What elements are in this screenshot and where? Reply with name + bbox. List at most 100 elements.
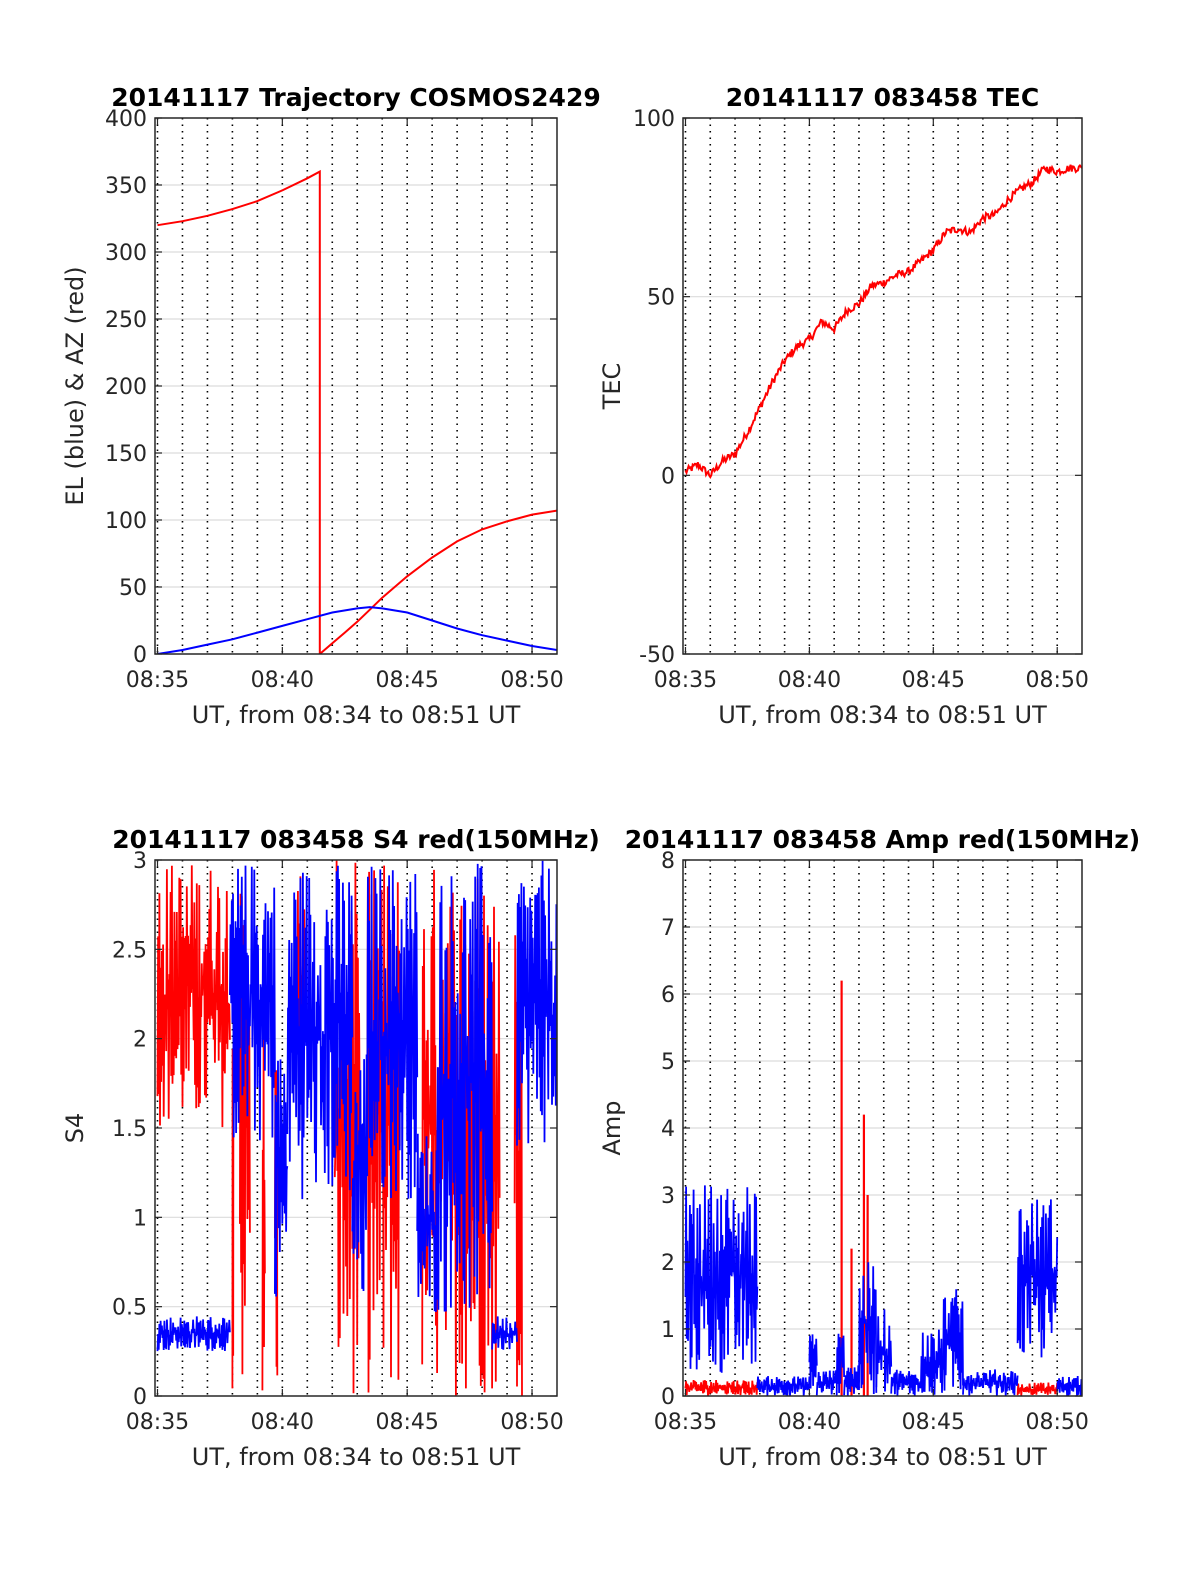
y-tick-label: 6 xyxy=(661,983,675,1008)
series-noise-segment xyxy=(436,863,494,1312)
series-noise-segment xyxy=(756,1376,811,1396)
y-tick-label: 250 xyxy=(105,308,147,333)
series-blue xyxy=(157,606,557,654)
y-axis-label: EL (blue) & AZ (red) xyxy=(61,266,89,505)
series-noise-segment xyxy=(1016,1199,1059,1358)
x-axis-label: UT, from 08:34 to 08:51 UT xyxy=(718,1443,1047,1471)
x-tick-label: 08:50 xyxy=(500,1410,563,1435)
series-noise-segment xyxy=(1016,1382,1059,1396)
x-tick-label: 08:45 xyxy=(902,1410,965,1435)
series-noise-segment xyxy=(858,1262,878,1395)
series-red xyxy=(157,169,557,654)
series-noise-segment xyxy=(684,1379,759,1396)
s4-panel: 0 0.5 1 1.5 2 2.5 3 08:35 08:40 08:45 08:50 2014111… xyxy=(61,825,600,1471)
y-tick-label: 0 xyxy=(133,643,147,668)
series-line xyxy=(157,606,557,654)
x-tick-label: 08:40 xyxy=(251,668,314,693)
series-noise-segment xyxy=(229,865,276,1141)
y-tick-label: 2 xyxy=(661,1251,675,1276)
series-blue xyxy=(684,1185,1082,1396)
y-axis-label: Amp xyxy=(598,1100,626,1155)
series-noise-segment xyxy=(366,866,419,1199)
y-tick-label: 2.5 xyxy=(112,938,147,963)
y-tick-label: 100 xyxy=(105,509,147,534)
series-noise-segment xyxy=(261,1036,266,1391)
y-tick-label: -50 xyxy=(639,643,675,668)
y-tick-label: 0.5 xyxy=(112,1296,147,1321)
x-tick-label: 08:50 xyxy=(1026,1410,1089,1435)
x-tick-label: 08:35 xyxy=(126,1410,189,1435)
series-noise-segment xyxy=(1056,1375,1082,1396)
trajectory-panel: 0 50 100 150 200 250 300 350 400 08:35 08:40 08:45 0… xyxy=(61,83,601,729)
x-tick-label: 08:45 xyxy=(375,1410,438,1435)
y-tick-label: 50 xyxy=(647,286,675,311)
axes-box xyxy=(682,117,1083,655)
x-tick-label: 08:35 xyxy=(654,1410,717,1435)
series-noise-segment xyxy=(156,865,231,1128)
y-tick-label: 400 xyxy=(105,107,147,132)
series-noise-segment xyxy=(875,1309,893,1392)
y-axis-label: TEC xyxy=(598,363,626,411)
series-noise-segment xyxy=(156,1316,231,1352)
series-noise-segment xyxy=(962,1369,1019,1396)
series-noise-segment xyxy=(273,1059,289,1297)
x-tick-label: 08:40 xyxy=(251,1410,314,1435)
series-noise-segment xyxy=(815,1370,838,1396)
y-tick-label: 100 xyxy=(633,107,675,132)
series-noise-segment xyxy=(890,1369,922,1396)
y-tick-label: 0 xyxy=(661,1385,675,1410)
x-axis-label: UT, from 08:34 to 08:51 UT xyxy=(718,701,1047,729)
series-noise-segment xyxy=(808,1334,818,1389)
x-axis-label: UT, from 08:34 to 08:51 UT xyxy=(192,701,521,729)
y-tick-label: 3 xyxy=(133,849,147,874)
x-tick-label: 08:50 xyxy=(1026,668,1089,693)
x-tick-label: 08:35 xyxy=(126,668,189,693)
chart-title: 20141117 083458 S4 red(150MHz) xyxy=(112,825,600,854)
x-tick-label: 08:35 xyxy=(654,668,717,693)
series-noise-segment xyxy=(416,1133,438,1312)
y-tick-label: 1 xyxy=(661,1318,675,1343)
y-tick-label: 300 xyxy=(105,241,147,266)
x-axis-label: UT, from 08:34 to 08:51 UT xyxy=(192,1443,521,1471)
y-tick-label: 200 xyxy=(105,375,147,400)
series-noise-segment xyxy=(942,1289,964,1391)
y-tick-label: 3 xyxy=(661,1184,675,1209)
y-tick-label: 350 xyxy=(105,174,147,199)
series-red xyxy=(684,164,1082,480)
chart-title: 20141117 083458 Amp red(150MHz) xyxy=(625,825,1141,854)
y-tick-label: 1.5 xyxy=(112,1117,147,1142)
y-tick-label: 0 xyxy=(661,464,675,489)
series-line xyxy=(157,169,557,654)
series-noise-segment xyxy=(351,1054,369,1292)
series-noise-segment xyxy=(684,1185,759,1373)
series-noise-segment xyxy=(491,1316,518,1350)
chart-title: 20141117 Trajectory COSMOS2429 xyxy=(111,83,601,112)
tec-panel: -50 0 50 100 08:35 08:40 08:45 08:50 20141117 08… xyxy=(598,83,1089,729)
series-noise-segment xyxy=(835,1333,845,1396)
y-tick-label: 50 xyxy=(119,576,147,601)
x-tick-label: 08:40 xyxy=(778,668,841,693)
series-noise-segment xyxy=(333,860,361,1394)
series-line xyxy=(684,164,1082,480)
y-tick-label: 7 xyxy=(661,916,675,941)
series-noise-segment xyxy=(843,1365,860,1396)
x-tick-label: 08:40 xyxy=(778,1410,841,1435)
y-tick-label: 1 xyxy=(133,1206,147,1231)
series-noise-segment xyxy=(920,1329,945,1395)
y-tick-label: 4 xyxy=(661,1117,675,1142)
y-tick-label: 8 xyxy=(661,849,675,874)
x-tick-label: 08:50 xyxy=(500,668,563,693)
y-axis-label: S4 xyxy=(61,1113,89,1144)
x-tick-label: 08:45 xyxy=(902,668,965,693)
series-noise-segment xyxy=(516,860,557,1146)
y-tick-label: 150 xyxy=(105,442,147,467)
series-blue xyxy=(156,860,557,1352)
y-tick-label: 5 xyxy=(661,1050,675,1075)
y-tick-label: 2 xyxy=(133,1028,147,1053)
amp-panel: 0 1 2 3 4 5 6 7 8 08:35 08:40 08:45 08:50 20141117 08… xyxy=(598,825,1140,1471)
series-noise-segment xyxy=(286,865,354,1200)
chart-title: 20141117 083458 TEC xyxy=(726,83,1039,112)
series-noise-segment xyxy=(513,935,523,1396)
x-tick-label: 08:45 xyxy=(375,668,438,693)
